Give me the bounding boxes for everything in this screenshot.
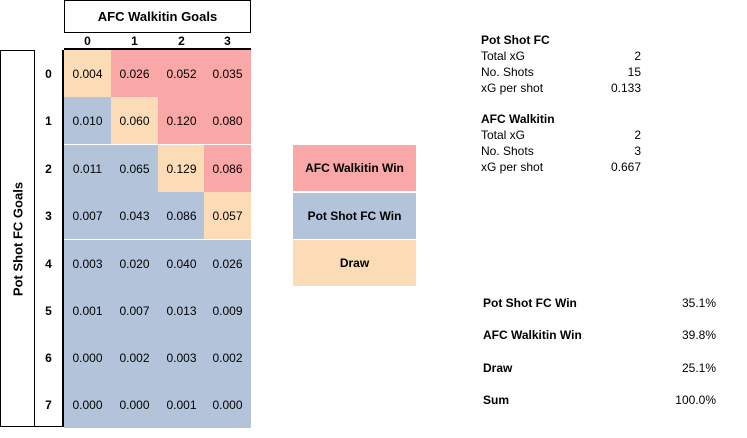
- heatmap-cell: 0.007: [111, 287, 158, 334]
- heatmap-cell: 0.009: [204, 287, 251, 334]
- stat-row: Total xG 2: [481, 127, 641, 143]
- team-stats-away: AFC Walkitin Total xG 2 No. Shots 3 xG per…: [481, 111, 641, 175]
- row-header-column: [35, 50, 64, 427]
- row-header: 3: [45, 208, 52, 223]
- legend-draw: Draw: [293, 240, 416, 286]
- summary-row: Sum 100.0%: [483, 390, 716, 410]
- heatmap-cell: 0.001: [158, 381, 205, 428]
- summary-value: 100.0%: [675, 393, 716, 407]
- heatmap-cell: 0.000: [111, 381, 158, 428]
- y-axis-title: Pot Shot FC Goals: [10, 181, 25, 296]
- heatmap-cell: 0.026: [204, 240, 251, 287]
- summary-label: Sum: [483, 393, 510, 407]
- heatmap-cell: 0.000: [64, 334, 111, 381]
- stat-row: No. Shots 15: [481, 64, 641, 80]
- summary-row: Pot Shot FC Win 35.1%: [483, 293, 716, 313]
- stat-value: 3: [634, 144, 641, 158]
- row-header: 2: [45, 161, 52, 176]
- summary-value: 25.1%: [681, 361, 716, 375]
- team-name: AFC Walkitin: [481, 112, 555, 126]
- stat-label: No. Shots: [481, 65, 534, 79]
- stat-label: xG per shot: [481, 81, 544, 95]
- heatmap-cell: 0.000: [64, 381, 111, 428]
- heatmap-cell: 0.129: [158, 145, 205, 192]
- heatmap-cell: 0.020: [111, 240, 158, 287]
- stat-value: 2: [634, 49, 641, 63]
- heatmap-cell: 0.026: [111, 50, 158, 97]
- summary-label: Draw: [483, 361, 513, 375]
- chart-title: AFC Walkitin Goals: [64, 0, 251, 33]
- heatmap-cell: 0.065: [111, 145, 158, 192]
- col-header: 3: [204, 33, 251, 50]
- row-header: 6: [45, 350, 52, 365]
- row-header: 1: [45, 113, 52, 128]
- heatmap-cell: 0.086: [158, 192, 205, 239]
- y-axis-title-box: Pot Shot FC Goals: [0, 50, 35, 427]
- summary-row: Draw 25.1%: [483, 358, 716, 378]
- stat-row: No. Shots 3: [481, 143, 641, 159]
- row-header: 4: [45, 256, 52, 271]
- stat-label: xG per shot: [481, 160, 544, 174]
- stat-row: Total xG 2: [481, 48, 641, 64]
- heatmap-cell: 0.004: [64, 50, 111, 97]
- col-header: 2: [158, 33, 205, 50]
- heatmap-cell: 0.120: [158, 97, 205, 144]
- heatmap-cell: 0.003: [158, 334, 205, 381]
- heatmap-cell: 0.011: [64, 145, 111, 192]
- row-header: 0: [45, 66, 52, 81]
- heatmap-cell: 0.007: [64, 192, 111, 239]
- stat-value: 15: [627, 65, 641, 79]
- heatmap-cell: 0.040: [158, 240, 205, 287]
- heatmap-cell: 0.043: [111, 192, 158, 239]
- heatmap-cell: 0.002: [111, 334, 158, 381]
- row-header: 5: [45, 303, 52, 318]
- stat-label: Total xG: [481, 128, 526, 142]
- legend-away-win: AFC Walkitin Win: [293, 145, 416, 191]
- heatmap-cell: 0.060: [111, 97, 158, 144]
- row-header: 7: [45, 397, 52, 412]
- heatmap-cell: 0.001: [64, 287, 111, 334]
- summary-label: Pot Shot FC Win: [483, 296, 577, 310]
- summary-label: AFC Walkitin Win: [483, 328, 582, 342]
- stat-value: 2: [634, 128, 641, 142]
- heatmap-cell: 0.057: [204, 192, 251, 239]
- stat-value: 0.133: [610, 81, 641, 95]
- stat-row: xG per shot 0.667: [481, 159, 641, 175]
- heatmap-cell: 0.052: [158, 50, 205, 97]
- heatmap-cell: 0.010: [64, 97, 111, 144]
- stat-label: Total xG: [481, 49, 526, 63]
- legend-home-win: Pot Shot FC Win: [293, 193, 416, 239]
- col-header: 0: [64, 33, 111, 50]
- heatmap-cell: 0.002: [204, 334, 251, 381]
- heatmap-cell: 0.080: [204, 97, 251, 144]
- stat-row: xG per shot 0.133: [481, 80, 641, 96]
- stat-value: 0.667: [610, 160, 641, 174]
- stat-label: No. Shots: [481, 144, 534, 158]
- heatmap-cell: 0.003: [64, 240, 111, 287]
- summary-value: 39.8%: [681, 328, 716, 342]
- summary-row: AFC Walkitin Win 39.8%: [483, 325, 716, 345]
- team-name: Pot Shot FC: [481, 33, 550, 47]
- col-header: 1: [111, 33, 158, 50]
- summary-value: 35.1%: [681, 296, 716, 310]
- team-stats-home: Pot Shot FC Total xG 2 No. Shots 15 xG per…: [481, 32, 641, 96]
- heatmap-cell: 0.086: [204, 145, 251, 192]
- heatmap-cell: 0.013: [158, 287, 205, 334]
- heatmap-cell: 0.035: [204, 50, 251, 97]
- heatmap-cell: 0.000: [204, 381, 251, 428]
